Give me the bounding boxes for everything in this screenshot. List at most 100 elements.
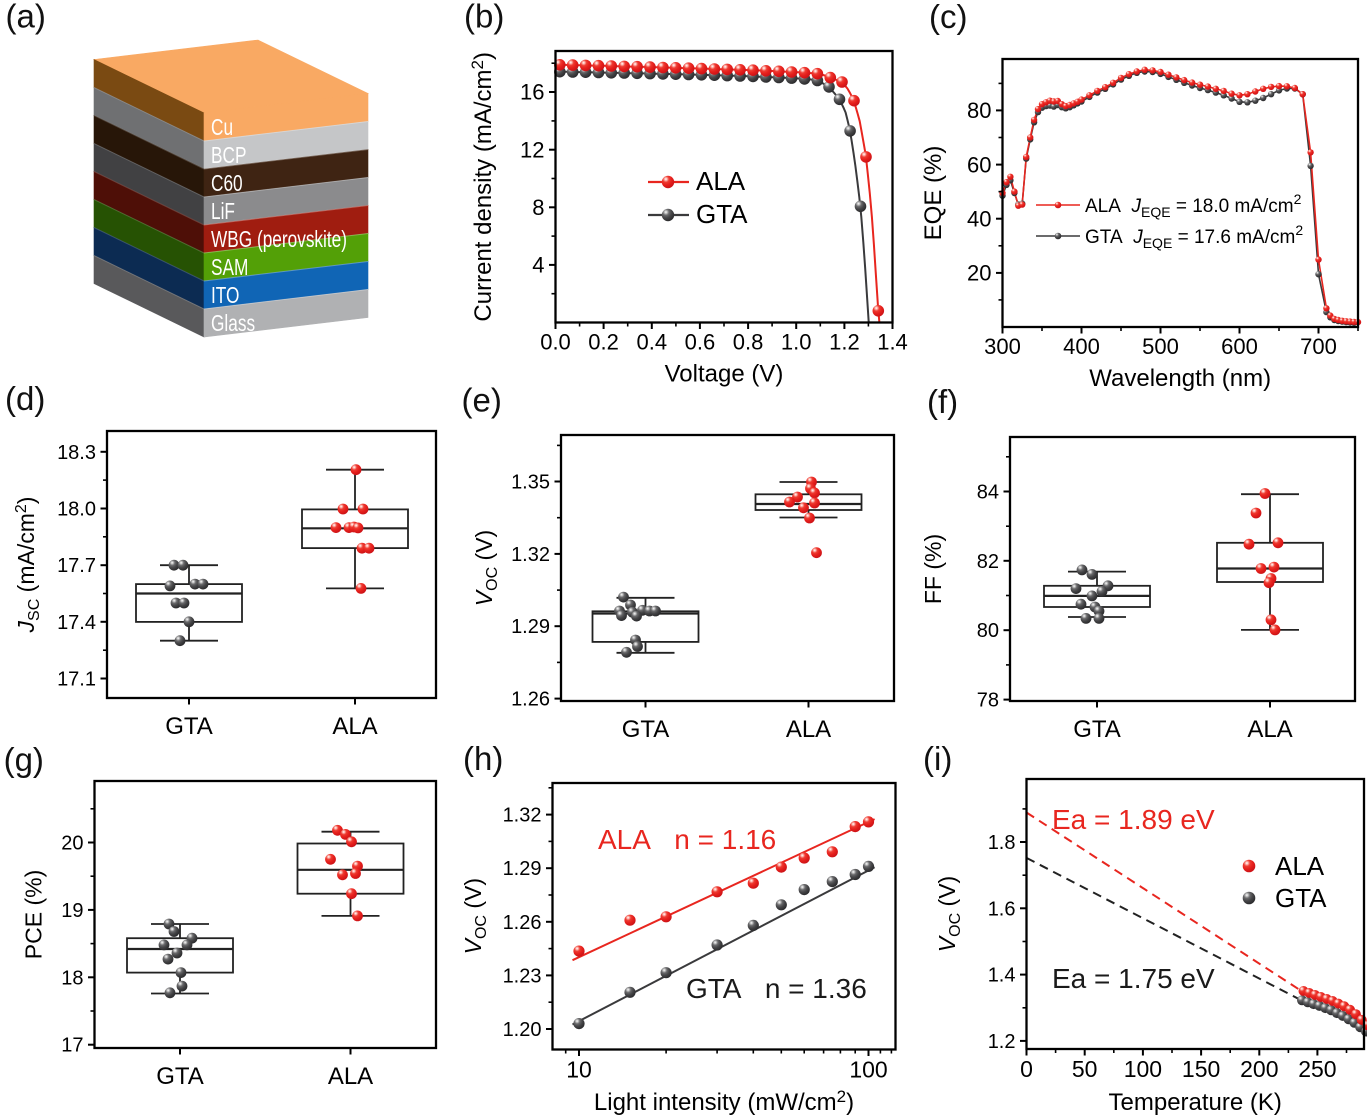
svg-text:4: 4 [532, 253, 544, 278]
svg-text:EQE (%): EQE (%) [920, 146, 947, 241]
svg-text:18.3: 18.3 [57, 442, 96, 464]
svg-text:1.0: 1.0 [781, 330, 812, 355]
svg-text:FF (%): FF (%) [920, 534, 946, 604]
svg-text:(a): (a) [6, 0, 46, 35]
svg-text:0.8: 0.8 [733, 330, 764, 355]
svg-text:ALA: ALA [1247, 716, 1292, 743]
svg-text:50: 50 [1072, 1056, 1098, 1082]
svg-text:1.20: 1.20 [503, 1019, 542, 1041]
svg-text:18: 18 [61, 967, 83, 989]
svg-text:1.29: 1.29 [511, 616, 550, 638]
svg-text:JSC (mA/cm2): JSC (mA/cm2) [13, 497, 43, 634]
svg-text:1.29: 1.29 [503, 858, 542, 880]
svg-text:(i): (i) [923, 740, 952, 777]
svg-text:GTA n = 1.36: GTA n = 1.36 [686, 973, 867, 1004]
svg-text:1.23: 1.23 [503, 965, 542, 987]
svg-text:16: 16 [520, 80, 544, 105]
svg-text:GTA: GTA [1073, 716, 1121, 743]
svg-text:40: 40 [967, 206, 991, 231]
svg-text:GTA: GTA [165, 713, 213, 740]
svg-text:GTA: GTA [696, 199, 748, 229]
svg-text:GTA JEQE = 17.6 mA/cm2: GTA JEQE = 17.6 mA/cm2 [1085, 222, 1303, 251]
svg-text:ALA: ALA [1275, 851, 1325, 881]
svg-text:GTA: GTA [622, 716, 670, 743]
svg-text:Current density (mA/cm2): Current density (mA/cm2) [468, 52, 497, 322]
svg-text:0.2: 0.2 [588, 330, 619, 355]
svg-text:19: 19 [61, 900, 83, 922]
svg-text:ALA: ALA [332, 713, 377, 740]
svg-text:17.1: 17.1 [57, 669, 96, 691]
svg-text:(d): (d) [5, 380, 45, 417]
svg-text:(e): (e) [462, 382, 502, 419]
svg-text:(f): (f) [927, 383, 958, 420]
svg-text:10: 10 [566, 1057, 592, 1083]
svg-text:1.4: 1.4 [988, 965, 1016, 987]
svg-text:ITO: ITO [211, 284, 239, 309]
svg-text:400: 400 [1063, 334, 1100, 359]
svg-text:1.32: 1.32 [503, 805, 542, 827]
svg-text:Temperature (K): Temperature (K) [1109, 1089, 1282, 1116]
svg-text:100: 100 [849, 1057, 887, 1083]
svg-text:1.8: 1.8 [988, 832, 1016, 854]
svg-text:150: 150 [1182, 1056, 1220, 1082]
svg-text:0.4: 0.4 [637, 330, 668, 355]
svg-text:17: 17 [61, 1035, 83, 1057]
svg-text:VOC (V): VOC (V) [471, 530, 501, 606]
svg-text:Ea = 1.89 eV: Ea = 1.89 eV [1052, 804, 1215, 835]
svg-text:20: 20 [967, 261, 991, 286]
svg-text:1.26: 1.26 [511, 689, 550, 711]
svg-text:GTA: GTA [1275, 883, 1327, 913]
svg-text:18.0: 18.0 [57, 499, 96, 521]
svg-text:Glass: Glass [211, 312, 255, 337]
svg-text:60: 60 [967, 152, 991, 177]
svg-text:600: 600 [1221, 334, 1258, 359]
svg-text:(b): (b) [464, 0, 504, 35]
svg-text:(c): (c) [929, 0, 967, 35]
svg-text:300: 300 [984, 334, 1021, 359]
svg-text:Voltage (V): Voltage (V) [665, 361, 784, 388]
svg-text:VOC (V): VOC (V) [934, 876, 964, 952]
svg-text:1.2: 1.2 [988, 1031, 1016, 1053]
svg-text:0: 0 [1020, 1056, 1033, 1082]
svg-text:(h): (h) [463, 740, 503, 777]
svg-text:1.6: 1.6 [988, 898, 1016, 920]
svg-text:12: 12 [520, 137, 544, 162]
svg-text:100: 100 [1124, 1056, 1162, 1082]
svg-text:GTA: GTA [156, 1063, 204, 1090]
svg-text:500: 500 [1142, 334, 1179, 359]
svg-text:ALA: ALA [786, 716, 831, 743]
svg-text:ALA: ALA [328, 1063, 373, 1090]
svg-text:VOC (V): VOC (V) [460, 878, 490, 954]
svg-text:Wavelength (nm): Wavelength (nm) [1089, 365, 1271, 392]
svg-text:C60: C60 [211, 172, 243, 197]
svg-text:WBG (perovskite): WBG (perovskite) [211, 228, 347, 253]
svg-text:1.4: 1.4 [877, 330, 908, 355]
svg-text:ALA JEQE = 18.0 mA/cm2: ALA JEQE = 18.0 mA/cm2 [1085, 191, 1302, 220]
svg-text:700: 700 [1300, 334, 1337, 359]
svg-text:80: 80 [977, 620, 999, 642]
svg-text:LiF: LiF [211, 200, 235, 225]
svg-text:0.6: 0.6 [685, 330, 716, 355]
svg-text:82: 82 [977, 551, 999, 573]
svg-text:SAM: SAM [211, 256, 248, 281]
svg-text:BCP: BCP [211, 144, 246, 169]
svg-text:1.35: 1.35 [511, 472, 550, 494]
svg-text:80: 80 [967, 98, 991, 123]
svg-text:200: 200 [1240, 1056, 1278, 1082]
svg-text:84: 84 [977, 482, 999, 504]
svg-text:1.26: 1.26 [503, 912, 542, 934]
svg-text:250: 250 [1298, 1056, 1336, 1082]
svg-text:Light intensity (mW/cm2): Light intensity (mW/cm2) [594, 1087, 854, 1116]
svg-text:1.2: 1.2 [829, 330, 860, 355]
svg-text:8: 8 [532, 195, 544, 220]
svg-text:17.7: 17.7 [57, 555, 96, 577]
svg-text:Cu: Cu [211, 116, 233, 141]
svg-text:78: 78 [977, 690, 999, 712]
svg-text:ALA: ALA [696, 166, 746, 196]
svg-text:17.4: 17.4 [57, 612, 96, 634]
svg-text:Ea = 1.75 eV: Ea = 1.75 eV [1052, 963, 1215, 994]
svg-text:0.0: 0.0 [540, 330, 571, 355]
svg-text:20: 20 [61, 833, 83, 855]
svg-text:(g): (g) [4, 741, 44, 778]
svg-text:1.32: 1.32 [511, 544, 550, 566]
